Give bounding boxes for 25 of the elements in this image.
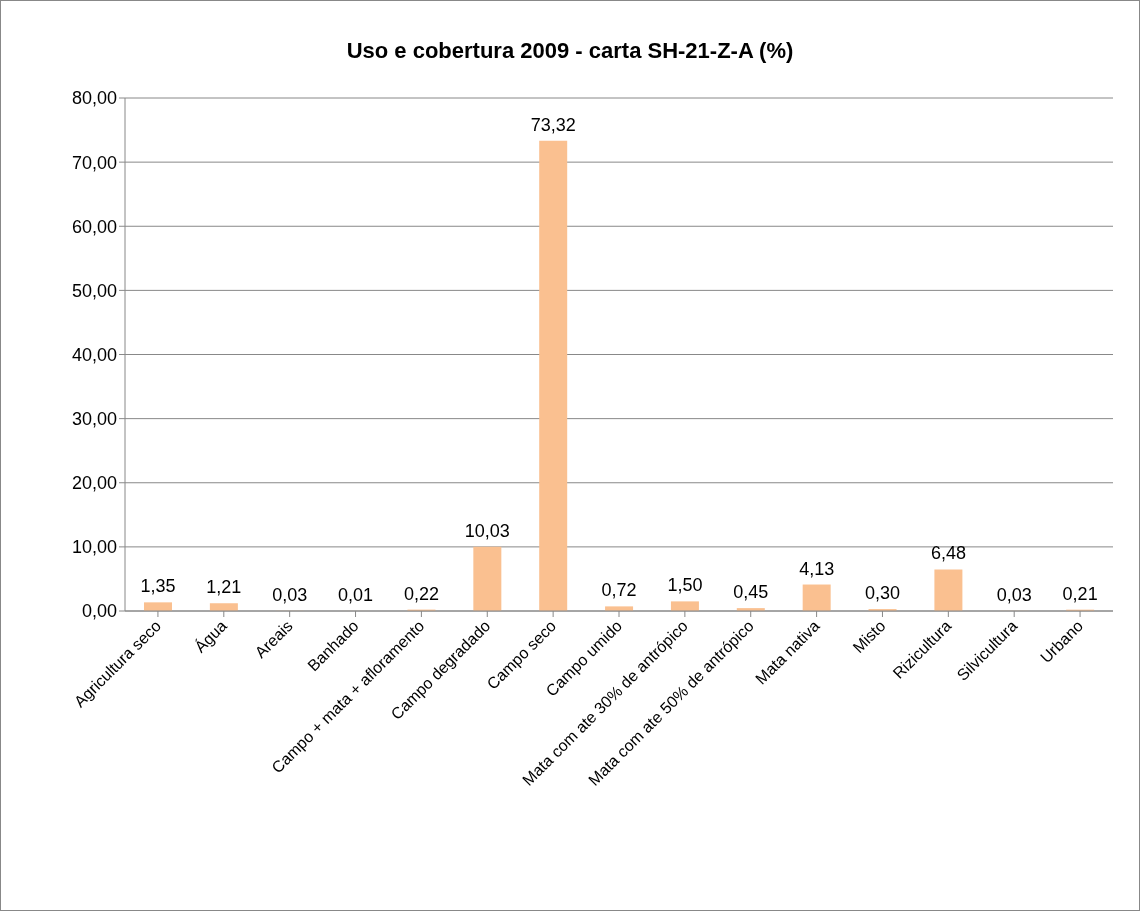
- y-tick-label: 40,00: [71, 344, 117, 365]
- y-tick-label: 60,00: [71, 216, 117, 237]
- data-label: 0,03: [996, 584, 1032, 605]
- y-tick-label: 0,00: [81, 601, 117, 622]
- y-tick-label: 10,00: [71, 537, 117, 558]
- data-label: 6,48: [930, 543, 966, 564]
- y-tick-label: 30,00: [71, 409, 117, 430]
- data-label: 0,22: [403, 583, 439, 604]
- data-label: 4,13: [799, 558, 835, 579]
- data-label: 0,72: [601, 580, 637, 601]
- y-tick-label: 70,00: [71, 152, 117, 173]
- y-tick-label: 80,00: [71, 88, 117, 109]
- data-label: 10,03: [464, 520, 510, 541]
- data-label: 0,45: [733, 582, 769, 603]
- data-label: 1,21: [206, 577, 242, 598]
- data-label: 0,03: [272, 584, 308, 605]
- y-tick-label: 20,00: [71, 473, 117, 494]
- data-label: 1,50: [667, 575, 703, 596]
- data-label: 0,21: [1062, 583, 1098, 604]
- data-label: 0,30: [865, 583, 901, 604]
- data-label: 1,35: [140, 576, 176, 597]
- data-label: 0,01: [338, 584, 374, 605]
- y-tick-label: 50,00: [71, 280, 117, 301]
- chart-title: Uso e cobertura 2009 - carta SH-21-Z-A (%): [345, 38, 795, 64]
- data-label: 73,32: [530, 114, 576, 135]
